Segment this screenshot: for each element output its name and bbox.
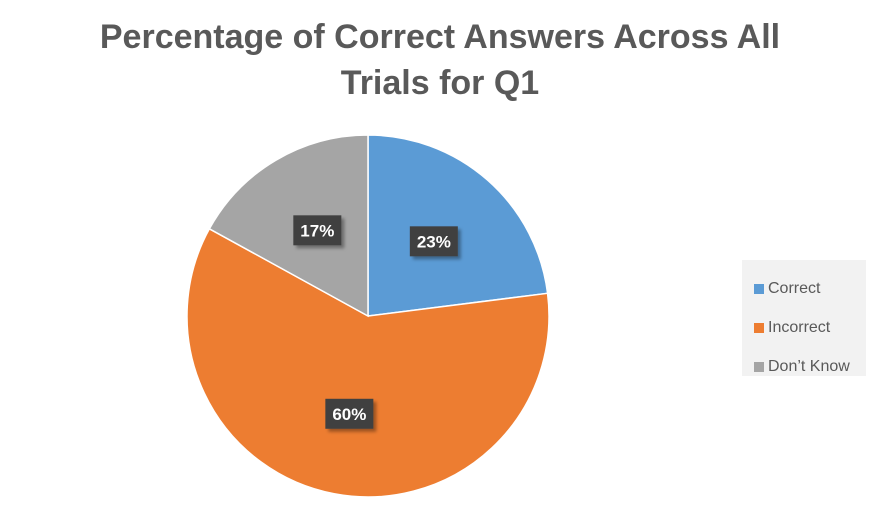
svg-text:17%: 17% [300, 221, 334, 240]
data-label-correct: 23% [409, 226, 458, 257]
legend-label-correct: Correct [768, 279, 821, 297]
legend-label-dont-know: Don’t Know [768, 357, 850, 375]
legend: Correct Incorrect Don’t Know [742, 260, 866, 376]
legend-swatch-dont-know [754, 361, 764, 372]
pie-slice-correct [367, 134, 549, 317]
chart-title: Percentage of Correct Answers Across All… [99, 18, 781, 102]
legend-label-incorrect: Incorrect [768, 318, 831, 336]
pie-slice-incorrect [186, 227, 550, 498]
legend-swatch-incorrect [754, 322, 764, 333]
legend-item-correct: Correct [742, 269, 866, 308]
svg-text:23%: 23% [417, 232, 451, 251]
pie-slice-dont-know [208, 134, 369, 318]
svg-text:60%: 60% [332, 405, 366, 424]
legend-item-dont-know: Don’t Know [742, 347, 866, 386]
legend-swatch-correct [754, 283, 764, 294]
legend-item-incorrect: Incorrect [742, 308, 866, 347]
data-label-dont-know: 17% [293, 215, 342, 246]
data-label-incorrect: 60% [325, 398, 374, 429]
